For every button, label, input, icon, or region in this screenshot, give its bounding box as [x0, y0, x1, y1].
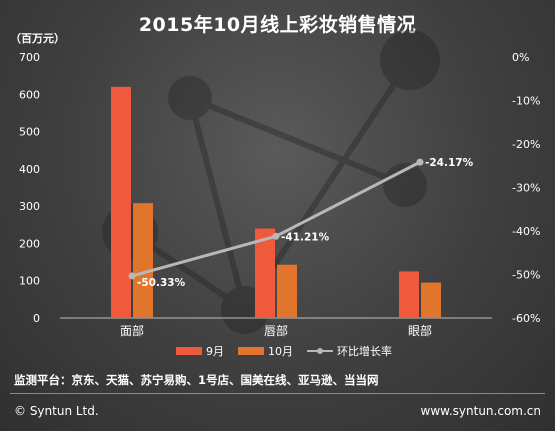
- x-tick-label: 唇部: [264, 323, 288, 338]
- y-tick-label: 200: [19, 237, 40, 250]
- chart-title: 2015年10月线上彩妆销售情况: [138, 14, 417, 36]
- legend-swatch-oct: [238, 347, 264, 355]
- bar-sep: [399, 271, 419, 318]
- growth-rate-label: -24.17%: [425, 157, 474, 169]
- y2-tick-label: -50%: [512, 269, 540, 282]
- bar-oct: [133, 203, 153, 318]
- growth-rate-label: -50.33%: [137, 277, 186, 289]
- y-tick-label: 300: [19, 200, 40, 213]
- y2-tick-label: -20%: [512, 138, 540, 151]
- y2-tick-label: -60%: [512, 312, 540, 325]
- growth-rate-label: -41.21%: [281, 231, 330, 243]
- legend-label-sep: 9月: [206, 345, 224, 358]
- footer-divider: [10, 393, 545, 394]
- bar-sep: [111, 86, 131, 318]
- legend-label-growth: 环比增长率: [337, 345, 392, 358]
- y2-tick-label: -10%: [512, 95, 540, 108]
- copyright: © Syntun Ltd.: [14, 404, 99, 418]
- bar-sep: [255, 228, 275, 318]
- website-url: www.syntun.com.cn: [420, 404, 542, 418]
- y-tick-label: 600: [19, 88, 40, 101]
- y2-axis: 0% -10% -20% -30% -40% -50% -60%: [512, 51, 540, 325]
- y2-tick-label: -40%: [512, 225, 540, 238]
- x-tick-label: 面部: [120, 323, 144, 338]
- y2-tick-label: -30%: [512, 182, 540, 195]
- y-tick-label: 400: [19, 163, 40, 176]
- y2-tick-label: 0%: [512, 51, 529, 64]
- y-tick-label: 100: [19, 275, 40, 288]
- bar-oct: [277, 264, 297, 318]
- bar-oct: [421, 282, 441, 318]
- growth-rate-point: [416, 158, 424, 166]
- x-axis: 面部 唇部 眼部: [120, 323, 432, 338]
- growth-rate-point: [272, 232, 280, 240]
- line-series: -50.33% -41.21% -24.17%: [128, 157, 474, 289]
- y-tick-label: 700: [19, 51, 40, 64]
- legend: 9月 10月 环比增长率: [176, 343, 406, 359]
- legend-item-oct: 10月: [238, 343, 293, 359]
- y-tick-label: 0: [33, 312, 40, 325]
- legend-swatch-growth: [307, 347, 333, 355]
- x-tick-label: 眼部: [408, 323, 432, 338]
- legend-label-oct: 10月: [268, 345, 293, 358]
- legend-item-sep: 9月: [176, 343, 224, 359]
- y-axis: 0 100 200 300 400 500 600 700: [19, 51, 40, 325]
- legend-swatch-sep: [176, 347, 202, 355]
- legend-item-growth: 环比增长率: [307, 343, 392, 359]
- monitoring-platforms: 监测平台：京东、天猫、苏宁易购、1号店、国美在线、亚马逊、当当网: [14, 373, 379, 387]
- y-tick-label: 500: [19, 126, 40, 139]
- bar-series: [111, 86, 441, 318]
- y-axis-unit-label: （百万元）: [10, 32, 65, 45]
- growth-rate-point: [128, 272, 136, 280]
